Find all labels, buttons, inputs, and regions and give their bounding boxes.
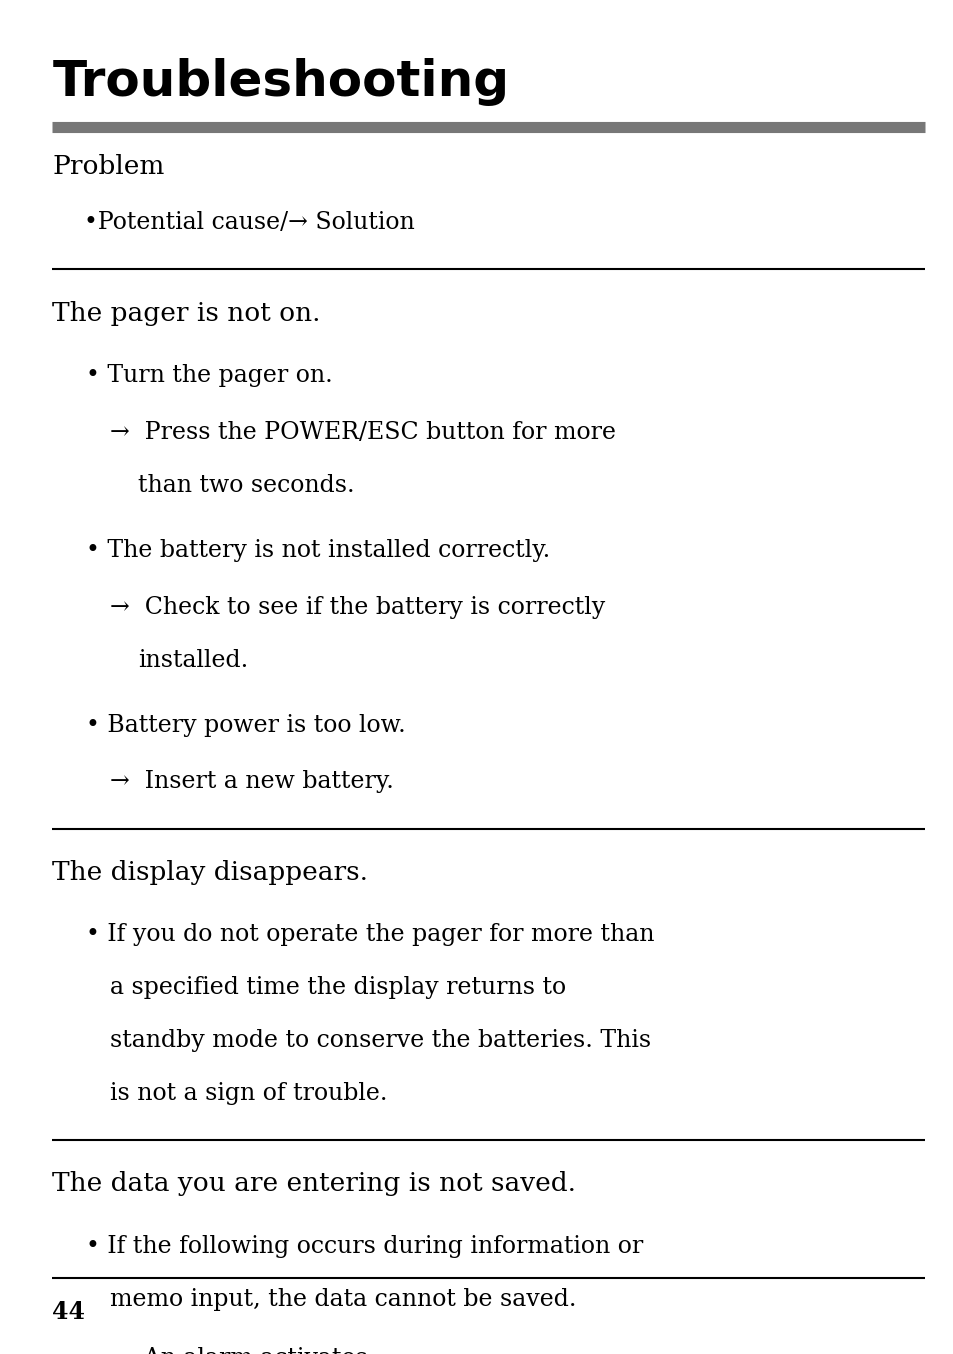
Text: • If the following occurs during information or: • If the following occurs during informa… xyxy=(86,1235,642,1258)
Text: • Turn the pager on.: • Turn the pager on. xyxy=(86,364,333,387)
Text: standby mode to conserve the batteries. This: standby mode to conserve the batteries. … xyxy=(110,1029,650,1052)
Text: • The battery is not installed correctly.: • The battery is not installed correctly… xyxy=(86,539,550,562)
Text: memo input, the data cannot be saved.: memo input, the data cannot be saved. xyxy=(110,1288,576,1311)
Text: The pager is not on.: The pager is not on. xyxy=(52,301,320,325)
Text: 44: 44 xyxy=(52,1300,86,1324)
Text: •Potential cause/→ Solution: •Potential cause/→ Solution xyxy=(84,211,415,234)
Text: The data you are entering is not saved.: The data you are entering is not saved. xyxy=(52,1171,576,1196)
Text: a specified time the display returns to: a specified time the display returns to xyxy=(110,976,565,999)
Text: →  Insert a new battery.: → Insert a new battery. xyxy=(110,770,394,793)
Text: →  Check to see if the battery is correctly: → Check to see if the battery is correct… xyxy=(110,596,604,619)
Text: is not a sign of trouble.: is not a sign of trouble. xyxy=(110,1082,387,1105)
Text: Problem: Problem xyxy=(52,154,165,179)
Text: –  An alarm activates.: – An alarm activates. xyxy=(117,1347,375,1354)
Text: The display disappears.: The display disappears. xyxy=(52,860,368,884)
Text: Troubleshooting: Troubleshooting xyxy=(52,58,509,106)
Text: installed.: installed. xyxy=(138,649,249,672)
Text: • Battery power is too low.: • Battery power is too low. xyxy=(86,714,405,737)
Text: than two seconds.: than two seconds. xyxy=(138,474,355,497)
Text: →  Press the POWER/ESC button for more: → Press the POWER/ESC button for more xyxy=(110,421,615,444)
Text: • If you do not operate the pager for more than: • If you do not operate the pager for mo… xyxy=(86,923,654,946)
